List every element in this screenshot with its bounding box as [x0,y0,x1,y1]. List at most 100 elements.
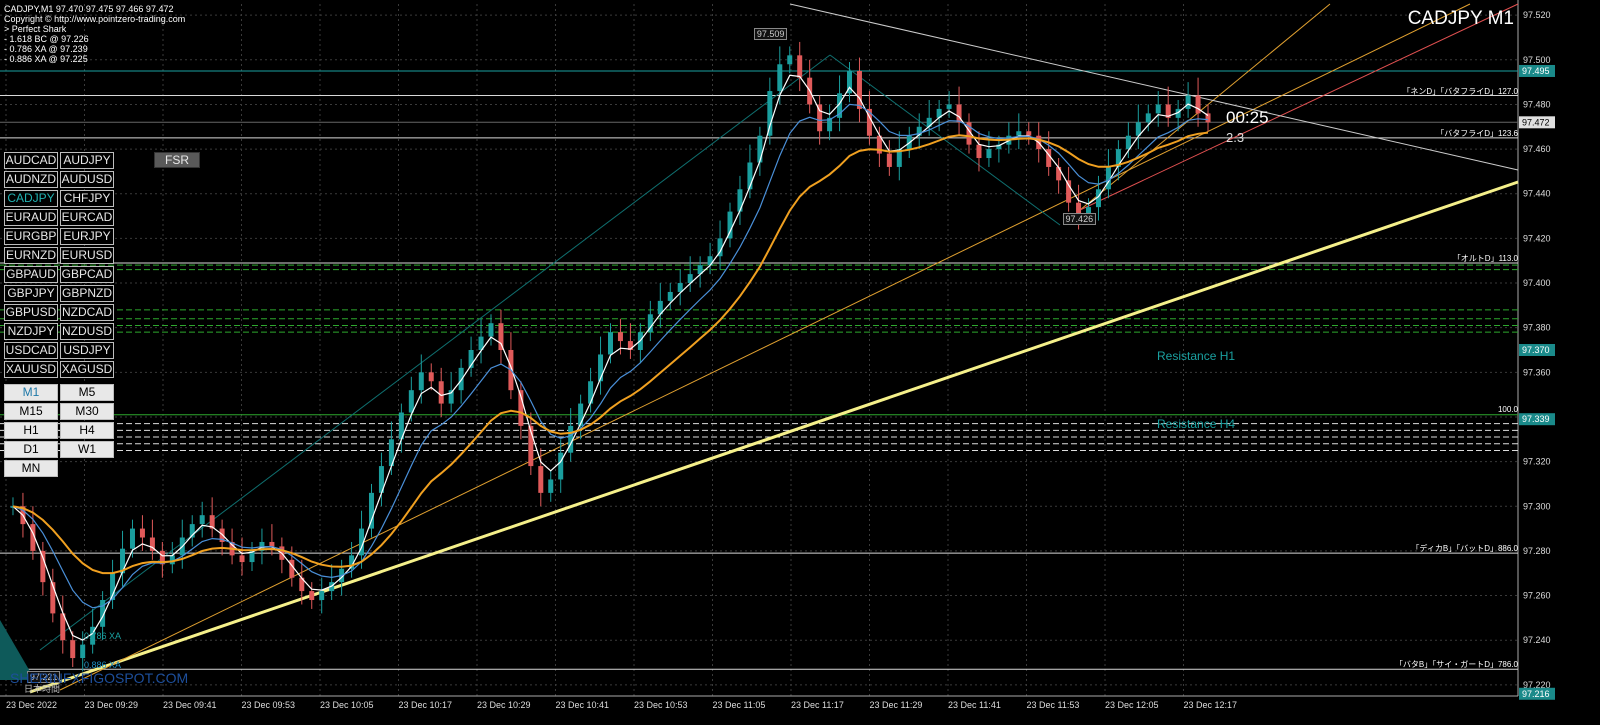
timeframe-button-m1[interactable]: M1 [4,384,58,401]
timeframe-button-d1[interactable]: D1 [4,441,58,458]
pair-button-chfjpy[interactable]: CHFJPY [60,190,114,207]
timeframe-button-m5[interactable]: M5 [60,384,114,401]
candle-bull [677,283,683,292]
candle-bull [90,626,96,645]
pair-button-usdjpy[interactable]: USDJPY [60,342,114,359]
pair-button-audnzd[interactable]: AUDNZD [4,171,58,188]
pair-button-eurnzd[interactable]: EURNZD [4,247,58,264]
timeframe-button-mn[interactable]: MN [4,460,58,477]
jp-time-label: 日本時間 [24,684,61,694]
y-axis-tick-label: 97.440 [1523,189,1551,199]
pair-button-nzdcad[interactable]: NZDCAD [60,304,114,321]
axis-price-highlight: 97.495 [1522,66,1550,76]
teal-pattern-line [829,54,1061,226]
x-axis-tick-label: 23 Dec 11:05 [713,700,766,710]
candle-bull [647,314,653,333]
candle-bull [1155,104,1161,114]
red-fan-line [1079,3,1519,211]
candle-bull [777,64,783,92]
pair-button-gbpjpy[interactable]: GBPJPY [4,285,58,302]
candle-bull [368,492,374,529]
x-axis-tick-label: 23 Dec 10:17 [399,700,453,710]
pair-button-eurcad[interactable]: EURCAD [60,209,114,226]
pair-button-nzdjpy[interactable]: NZDJPY [4,323,58,340]
timeframe-button-m15[interactable]: M15 [4,403,58,420]
candle-bear [70,640,76,659]
y-axis-tick-label: 97.420 [1523,233,1551,243]
pair-button-usdcad[interactable]: USDCAD [4,342,58,359]
pair-button-cadjpy[interactable]: CADJPY [4,190,58,207]
pair-button-audjpy[interactable]: AUDJPY [60,152,114,169]
candle-bull [916,126,922,136]
descending-trend-line [789,3,1519,171]
candle-bull [249,550,255,563]
timeframe-button-w1[interactable]: W1 [60,441,114,458]
y-axis-tick-label: 97.380 [1523,323,1551,333]
candle-bull [926,117,932,127]
axis-price-highlight: 97.339 [1522,414,1550,424]
candle-bear [289,559,295,578]
candle-bear [538,466,544,493]
pair-button-gbpusd[interactable]: GBPUSD [4,304,58,321]
orange-trend-line [59,3,1471,691]
candle-bull [1185,95,1191,109]
candle-bull [110,573,116,601]
candle-bull [1095,189,1101,208]
candle-bull [1115,149,1121,167]
axis-price-highlight-bg [1519,687,1555,700]
pair-button-gbpnzd[interactable]: GBPNZD [60,285,114,302]
pair-button-audcad[interactable]: AUDCAD [4,152,58,169]
candle-bear [1205,113,1211,123]
candle-bull [717,238,723,257]
pair-button-xauusd[interactable]: XAUUSD [4,361,58,378]
x-axis-tick-label: 23 Dec 11:41 [948,700,1001,710]
axis-price-highlight-bg [1519,344,1555,356]
candle-bear [976,144,982,159]
pair-button-eurusd[interactable]: EURUSD [60,247,114,264]
pair-button-euraud[interactable]: EURAUD [4,209,58,226]
candle-bull [1125,135,1131,150]
fib-100-label: 100.0 [1497,405,1518,414]
current-price-tag: 97.472 [1522,117,1550,127]
candle-bull [657,300,663,315]
candle-bear [139,528,145,538]
pair-button-eurjpy[interactable]: EURJPY [60,228,114,245]
timeframe-button-h1[interactable]: H1 [4,422,58,439]
x-axis-tick-label: 23 Dec 11:17 [791,700,844,710]
pair-button-nzdusd[interactable]: NZDUSD [60,323,114,340]
pair-button-audusd[interactable]: AUDUSD [60,171,114,188]
candle-bear [498,323,504,350]
candle-bull [129,528,135,549]
pair-button-gbpaud[interactable]: GBPAUD [4,266,58,283]
pair-button-gbpcad[interactable]: GBPCAD [60,266,114,283]
candle-bull [378,466,384,493]
candle-bear [40,550,46,583]
pair-button-eurgbp[interactable]: EURGBP [4,228,58,245]
candle-countdown: 00:25 [1226,108,1269,127]
pattern-level-tag: 「バタB」「サイ・ガートD」786.0 [1394,660,1518,670]
fsr-button[interactable]: FSR [154,152,200,168]
candle-bull [100,600,106,627]
candle-bull [349,555,355,569]
chart-symbol-title: CADJPY M1 [1407,8,1514,29]
pair-button-xagusd[interactable]: XAGUSD [60,361,114,378]
timeframe-selector: M1 M5 M15 M30 H1 H4 D1 W1 MN [4,384,114,477]
timeframe-button-h4[interactable]: H4 [60,422,114,439]
candle-bull [896,149,902,167]
candle-bull [1105,166,1111,190]
y-axis-tick-label: 97.460 [1523,144,1551,154]
candle-bull [737,189,743,212]
candle-bull [936,108,942,118]
candle-bull [787,55,793,65]
candle-bull [837,93,843,118]
info-panel: CADJPY,M1 97.470 97.475 97.466 97.472 Co… [4,4,185,64]
candle-bear [269,541,275,547]
candle-bull [588,381,594,404]
timeframe-button-m30[interactable]: M30 [60,403,114,420]
candle-bear [528,425,534,467]
candle-bull [1086,207,1092,217]
candle-bear [50,582,56,614]
candle-bear [886,153,892,167]
candle-bull [727,211,733,239]
